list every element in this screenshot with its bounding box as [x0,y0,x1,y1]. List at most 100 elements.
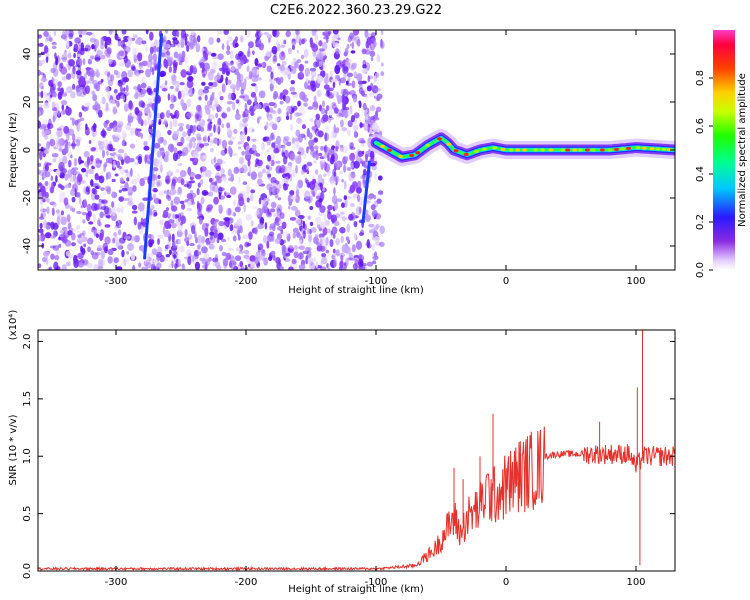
noise-blob [62,155,68,165]
noise-blob [269,223,276,229]
noise-blob [363,95,369,99]
signal-hotspot [599,148,605,152]
noise-blob [235,82,240,92]
noise-blob [376,54,381,63]
noise-blob [353,112,360,119]
noise-blob [209,132,214,137]
noise-blob [64,173,69,181]
noise-blob [266,65,272,73]
noise-blob [274,188,280,194]
noise-blob [172,39,179,45]
noise-blob [153,60,158,64]
noise-blob [257,265,260,270]
noise-blob [373,194,377,200]
noise-blob [317,130,324,138]
noise-blob [133,235,140,243]
noise-blob [279,164,286,173]
noise-blob [85,169,89,178]
noise-blob [335,48,340,55]
noise-blob [112,151,117,156]
noise-blob [120,158,125,166]
noise-blob [105,36,112,46]
noise-blob [304,223,307,231]
noise-blob [114,33,119,41]
noise-blob [321,178,325,185]
noise-blob [303,164,307,170]
noise-blob [239,35,244,43]
noise-blob [71,140,76,150]
noise-blob [367,194,373,200]
noise-blob [169,249,172,255]
noise-blob [241,122,248,128]
noise-blob [201,69,207,77]
noise-blob [209,147,214,153]
noise-blob [241,150,245,156]
noise-blob [117,40,122,47]
noise-blob [248,71,253,80]
noise-blob [50,175,54,182]
noise-blob [291,258,297,265]
noise-blob [315,153,319,161]
noise-blob [341,179,344,183]
noise-blob [168,56,174,64]
noise-blob [263,31,270,36]
noise-blob [282,155,288,165]
noise-blob [216,37,221,43]
noise-blob [294,209,301,217]
noise-blob [167,223,172,229]
noise-blob [281,60,287,66]
noise-blob [243,254,250,259]
noise-blob [370,32,377,37]
noise-blob [70,167,75,175]
noise-blob [215,123,220,133]
noise-blob [299,233,302,242]
noise-blob [221,123,225,128]
noise-blob [133,54,137,64]
noise-blob [323,76,329,85]
noise-blob [170,104,175,111]
noise-blob [158,121,162,125]
noise-blob [76,138,81,147]
noise-blob [291,169,296,178]
noise-blob [236,72,241,81]
noise-blob [135,40,138,45]
noise-blob [360,174,367,180]
noise-blob [105,119,110,124]
noise-blob [171,74,177,82]
noise-blob [213,196,219,205]
noise-blob [311,43,319,52]
noise-blob [377,192,384,196]
noise-blob [116,160,121,169]
noise-blob [186,112,193,119]
noise-blob [362,265,367,270]
noise-blob [289,113,293,121]
noise-blob [177,258,181,268]
noise-blob [273,77,279,81]
noise-blob [40,213,44,218]
noise-blob [112,160,116,169]
noise-blob [335,249,340,257]
noise-blob [353,130,357,139]
noise-blob [56,129,63,138]
noise-blob [380,71,385,77]
noise-blob [194,173,202,180]
noise-blob [152,45,158,53]
noise-blob [81,30,88,35]
noise-blob [309,262,315,270]
noise-blob [309,205,314,211]
noise-blob [138,262,142,268]
noise-blob [338,78,342,86]
noise-blob [52,93,57,98]
noise-blob [340,255,344,262]
noise-blob [349,152,356,162]
noise-blob [135,73,140,78]
noise-blob [276,135,282,145]
noise-blob [356,194,361,203]
noise-blob [177,90,182,100]
noise-blob [167,245,171,250]
noise-blob [107,248,114,256]
noise-blob [138,100,145,108]
noise-blob [127,69,134,78]
noise-blob [139,177,145,187]
